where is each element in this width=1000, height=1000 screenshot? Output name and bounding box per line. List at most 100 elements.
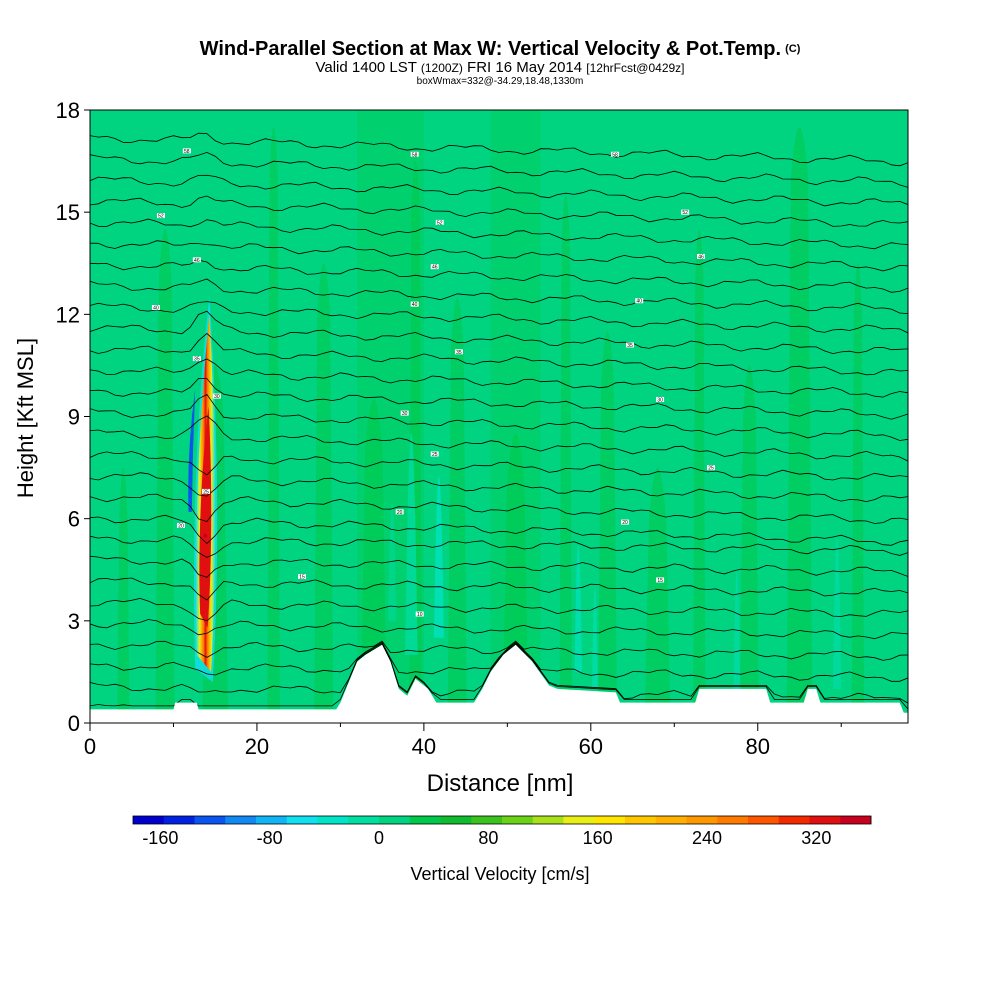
contour-label-bg	[656, 396, 665, 402]
colorbar-cell	[778, 816, 810, 824]
contour-label: 52	[437, 220, 443, 226]
contour-label: 35	[456, 350, 462, 356]
contour-line	[90, 535, 908, 558]
field-band	[851, 263, 865, 723]
colorbar-cell	[194, 816, 226, 824]
contour-label-bg	[707, 465, 716, 471]
terrain	[90, 644, 908, 723]
contour-line	[90, 577, 908, 601]
chart-title-block: Wind-Parallel Section at Max W: Vertical…	[0, 38, 1000, 88]
contour-label: 46	[194, 258, 200, 264]
contour-label: 52	[682, 210, 688, 216]
contour-label-bg	[635, 298, 644, 304]
contour-label-bg	[435, 219, 444, 225]
colorbar-tick-label: -80	[257, 828, 283, 848]
colorbar-cell	[717, 816, 749, 824]
colorbar-cell	[655, 816, 687, 824]
colorbar-cell	[748, 816, 780, 824]
contour-line	[90, 640, 908, 661]
contour-label-bg	[696, 253, 705, 259]
contour-line	[90, 151, 908, 188]
field-band	[574, 544, 583, 672]
contour-label: 10	[417, 612, 423, 618]
contour-label: 58	[184, 149, 190, 155]
contour-label-bg	[151, 305, 160, 311]
contour-label-bg	[415, 611, 424, 617]
contour-label: 40	[412, 302, 418, 308]
potential-temperature-contours	[90, 132, 908, 710]
contour-line	[90, 310, 908, 355]
box-wmax-info: boxWmax=332@-34.29,18.48,1330m	[416, 76, 584, 87]
plot-area: 58 58 58 52 52 52 46 46 46 40 40 40 35 35 35 30 30 30 25 25…	[90, 110, 908, 723]
contour-label-bg	[410, 151, 419, 157]
contour-line	[90, 301, 908, 334]
field-band	[357, 110, 424, 723]
field-band	[155, 229, 175, 723]
field-band	[314, 263, 334, 723]
downdraft-sliver	[188, 389, 196, 512]
colorbar-frame	[132, 815, 872, 825]
contour-line	[90, 619, 908, 640]
contour-labels: 58 58 58 52 52 52 46 46 46 40 40 40 35 35 35 30 30 30 25 25…	[151, 148, 716, 618]
contour-label: 46	[698, 254, 704, 260]
forecast-info: [12hrFcst@0429z]	[586, 61, 685, 75]
colorbar-cell	[563, 816, 595, 824]
contour-label-bg	[681, 209, 690, 215]
contour-line	[90, 451, 908, 481]
x-tick-label: 20	[245, 734, 269, 759]
field-band	[592, 586, 598, 689]
y-axis-label: Height [Kft MSL]	[13, 338, 38, 498]
contour-label: 25	[708, 466, 714, 472]
field-band	[739, 365, 760, 723]
contour-line	[90, 240, 908, 272]
contour-label-bg	[430, 264, 439, 270]
contour-label: 58	[412, 152, 418, 158]
contour-label: 25	[432, 452, 438, 458]
contour-line	[90, 555, 908, 578]
x-tick-label: 40	[412, 734, 436, 759]
valid-date: FRI 16 May 2014	[467, 59, 583, 76]
colorbar-ticks: -160 -80 0 80 160 240 320	[142, 828, 831, 848]
colorbar-cell	[286, 816, 318, 824]
field-band	[832, 535, 842, 689]
colorbar-cell	[532, 816, 564, 824]
contour-line	[90, 132, 908, 167]
contour-line	[90, 597, 908, 622]
field-band	[447, 297, 467, 723]
contour-label-bg	[202, 488, 211, 494]
colorbar-tick-label: 0	[374, 828, 384, 848]
chart-title: Wind-Parallel Section at Max W: Vertical…	[0, 38, 1000, 60]
x-axis-label: Distance [nm]	[427, 770, 574, 797]
x-tick-label: 60	[579, 734, 603, 759]
contour-label-bg	[611, 151, 620, 157]
field-band	[559, 195, 573, 723]
contour-label: 20	[397, 510, 403, 516]
y-tick-label: 6	[68, 507, 80, 532]
contour-label-bg	[192, 257, 201, 263]
field-band	[433, 476, 444, 638]
colorbar-cell	[809, 816, 841, 824]
valid-zulu: (1200Z)	[420, 61, 463, 75]
colorbar-cell	[379, 816, 411, 824]
contour-label: 30	[214, 394, 220, 400]
colorbar-cell	[225, 816, 257, 824]
valid-time: Valid 1400 LST	[315, 59, 417, 76]
contour-line	[90, 378, 908, 420]
contour-label: 30	[657, 397, 663, 403]
contour-label: 58	[612, 152, 618, 158]
contour-label: 15	[657, 578, 663, 584]
contour-label-bg	[621, 519, 630, 525]
contour-line	[90, 174, 908, 207]
colorbar-cell	[471, 816, 503, 824]
contour-line	[90, 643, 908, 710]
contour-label-bg	[176, 522, 185, 528]
contour-label-bg	[410, 301, 419, 307]
x-tick-label: 0	[84, 734, 96, 759]
chart-subtitle: Valid 1400 LST (1200Z) FRI 16 May 2014 […	[0, 60, 1000, 76]
field-band	[267, 127, 280, 723]
updraft-core	[199, 406, 212, 628]
contour-line	[90, 218, 908, 250]
colorbar-tick-label: 320	[801, 828, 831, 848]
y-tick-label: 3	[68, 609, 80, 634]
title-main-text: Wind-Parallel Section at Max W: Vertical…	[199, 38, 782, 60]
